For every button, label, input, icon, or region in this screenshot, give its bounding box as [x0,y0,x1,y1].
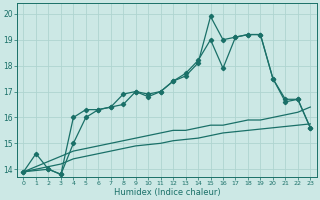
X-axis label: Humidex (Indice chaleur): Humidex (Indice chaleur) [114,188,220,197]
